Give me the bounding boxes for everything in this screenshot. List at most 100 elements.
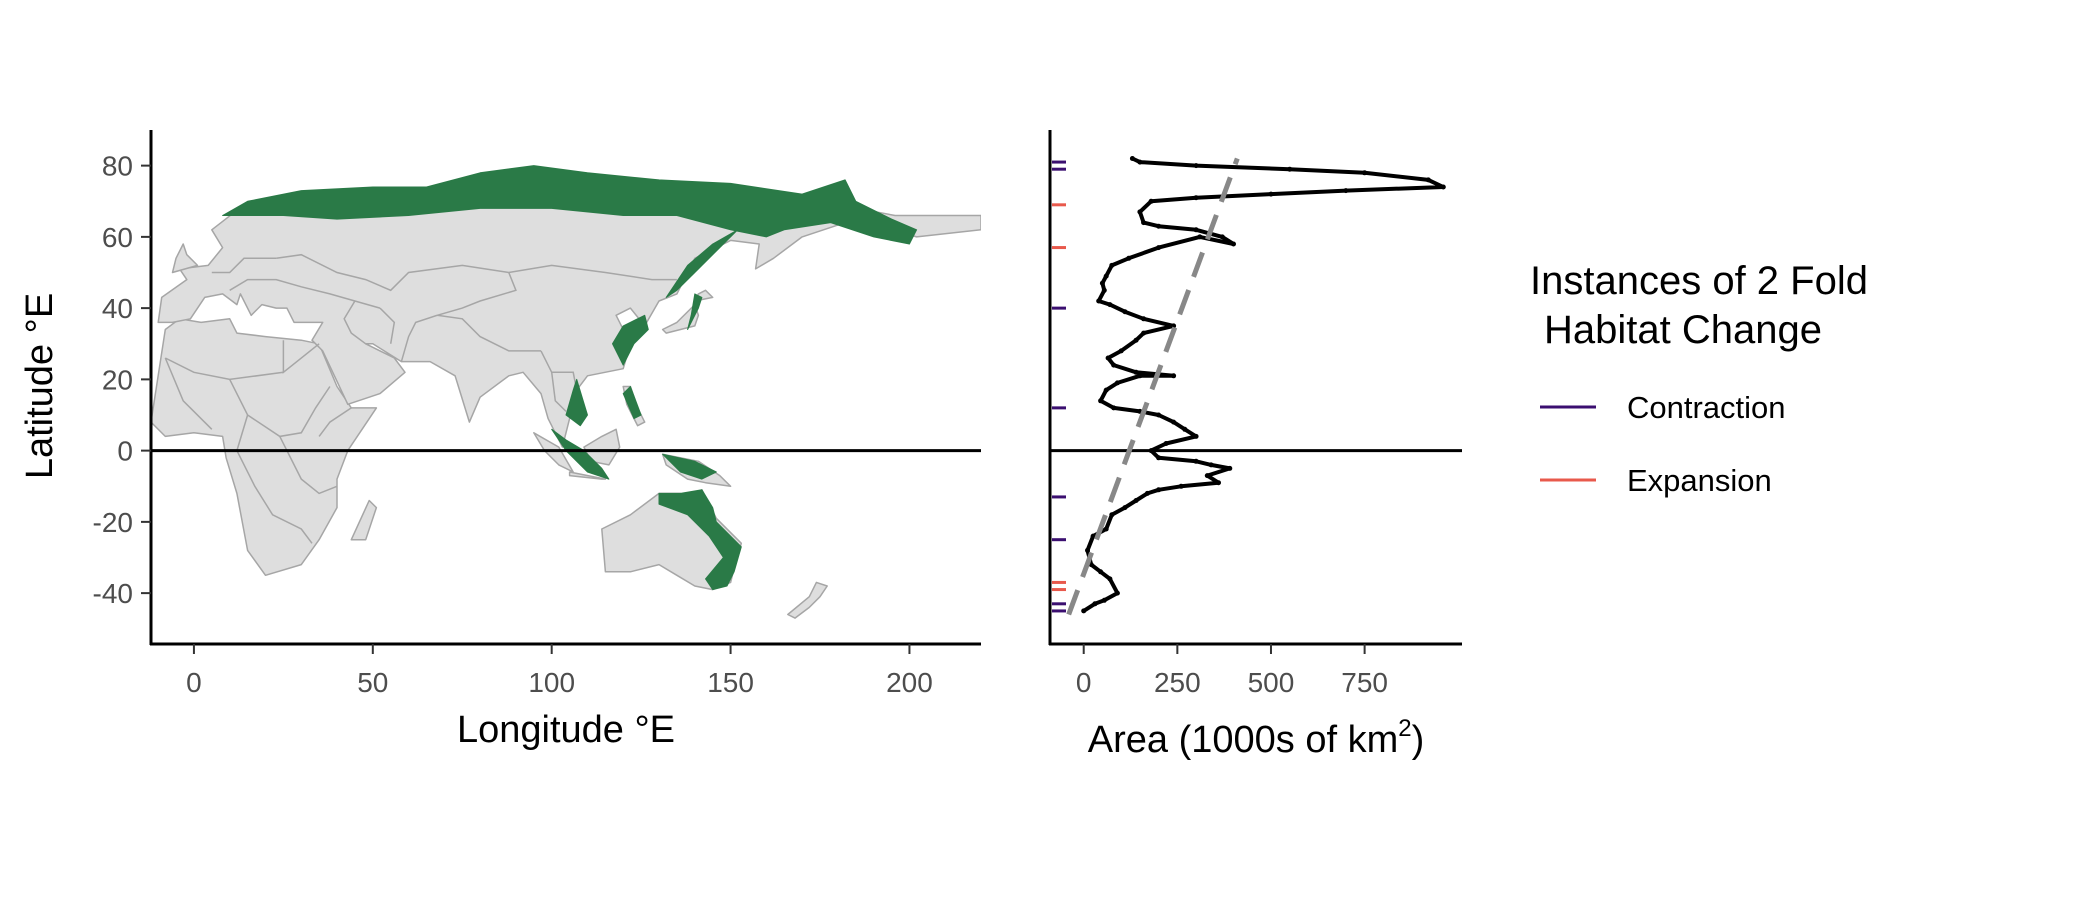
legend: Instances of 2 Fold Habitat Change Contr… [1530, 259, 1868, 498]
legend-label-expansion: Expansion [1627, 463, 1772, 498]
area-point [1109, 262, 1115, 268]
area-point [1287, 166, 1293, 172]
area-x-ticks: 0 250 500 750 [1076, 644, 1388, 698]
area-point [1126, 255, 1132, 261]
area-point [1231, 241, 1236, 247]
land-mass [533, 432, 574, 473]
area-point [1216, 480, 1221, 486]
land-mass [787, 581, 828, 619]
legend-item-contraction: Contraction [1540, 390, 1786, 425]
habitat-regions [222, 165, 918, 591]
area-panel: 0 250 500 750 Area (1000s of km2) [1048, 130, 1462, 761]
area-point [1118, 348, 1124, 354]
area-point [1122, 309, 1128, 315]
area-point [1208, 462, 1214, 468]
area-point [1193, 433, 1199, 439]
area-point [1193, 163, 1199, 169]
y-tick-label: -40 [93, 578, 133, 609]
area-x-axis-title: Area (1000s of km2) [1088, 715, 1425, 761]
habitat-region [222, 165, 918, 245]
area-point [1122, 505, 1128, 511]
y-tick-label: -20 [93, 507, 133, 538]
area-point [1268, 191, 1274, 197]
area-point [1343, 188, 1349, 194]
legend-item-expansion: Expansion [1540, 463, 1772, 498]
area-point [1111, 405, 1117, 411]
country-border [400, 314, 541, 362]
country-border [236, 414, 313, 544]
area-point [1103, 526, 1109, 532]
x-tick-label: 50 [357, 667, 388, 698]
x-tick-label: 200 [886, 667, 933, 698]
country-border [540, 350, 578, 391]
land-masses [151, 172, 981, 619]
area-point [1156, 412, 1162, 418]
country-border [379, 307, 396, 344]
y-tick-label: 40 [102, 293, 133, 324]
country-borders [164, 253, 677, 544]
area-point [1163, 441, 1169, 446]
area-point [1098, 569, 1104, 575]
country-border [229, 379, 331, 438]
area-point [1219, 234, 1225, 240]
area-point [1137, 209, 1143, 215]
area-point [1105, 355, 1111, 361]
habitat-region [551, 428, 610, 480]
area-point [1204, 473, 1210, 479]
x-tick-label: 0 [1076, 667, 1092, 698]
area-point [1107, 302, 1113, 308]
area-point [1141, 330, 1147, 336]
change-markers [1052, 160, 1066, 613]
trend-line [1066, 157, 1240, 616]
area-point [1133, 498, 1139, 503]
area-point [1090, 533, 1096, 539]
area-point [1178, 483, 1184, 489]
legend-title-line-2: Habitat Change [1544, 308, 1822, 352]
habitat-region [687, 293, 703, 330]
area-point [1182, 426, 1188, 432]
area-point [1156, 455, 1162, 461]
y-tick-label: 0 [117, 436, 133, 467]
area-series [1066, 156, 1446, 616]
area-point [1440, 184, 1446, 190]
area-point [1129, 156, 1135, 161]
area-point [1193, 195, 1199, 201]
map-y-axis-title: Latitude °E [19, 293, 61, 479]
country-border [436, 272, 517, 317]
country-border [550, 372, 567, 412]
area-point [1197, 234, 1203, 240]
area-point [1133, 369, 1139, 375]
y-tick-label: 80 [102, 151, 133, 182]
area-point [1141, 316, 1147, 322]
area-point [1193, 458, 1199, 464]
country-border [211, 257, 277, 274]
map-x-ticks: 0 50 100 150 200 [186, 644, 933, 698]
land-mass [568, 471, 607, 480]
x-tick-label: 250 [1154, 667, 1201, 698]
area-line [1082, 156, 1446, 613]
area-point [1107, 576, 1113, 582]
x-tick-label: 100 [528, 667, 575, 698]
x-tick-label: 750 [1341, 667, 1388, 698]
area-point [1193, 227, 1199, 233]
area-point [1156, 487, 1162, 493]
country-border [343, 300, 367, 345]
area-point [1099, 280, 1105, 286]
land-mass [171, 243, 199, 274]
area-point [1109, 512, 1115, 518]
area-point [1137, 373, 1143, 379]
habitat-region [565, 378, 588, 427]
habitat-region [612, 314, 649, 366]
area-point [1156, 223, 1162, 229]
area-point [1362, 170, 1368, 176]
map-y-ticks: 80 60 40 20 0 -20 -40 [93, 151, 151, 609]
area-point [1098, 398, 1104, 404]
y-tick-label: 60 [102, 222, 133, 253]
area-point [1096, 298, 1102, 304]
country-border [276, 253, 677, 292]
legend-title: Instances of 2 Fold [1530, 259, 1868, 303]
area-point [1171, 373, 1177, 379]
area-point [1144, 490, 1150, 496]
y-tick-label: 20 [102, 364, 133, 395]
